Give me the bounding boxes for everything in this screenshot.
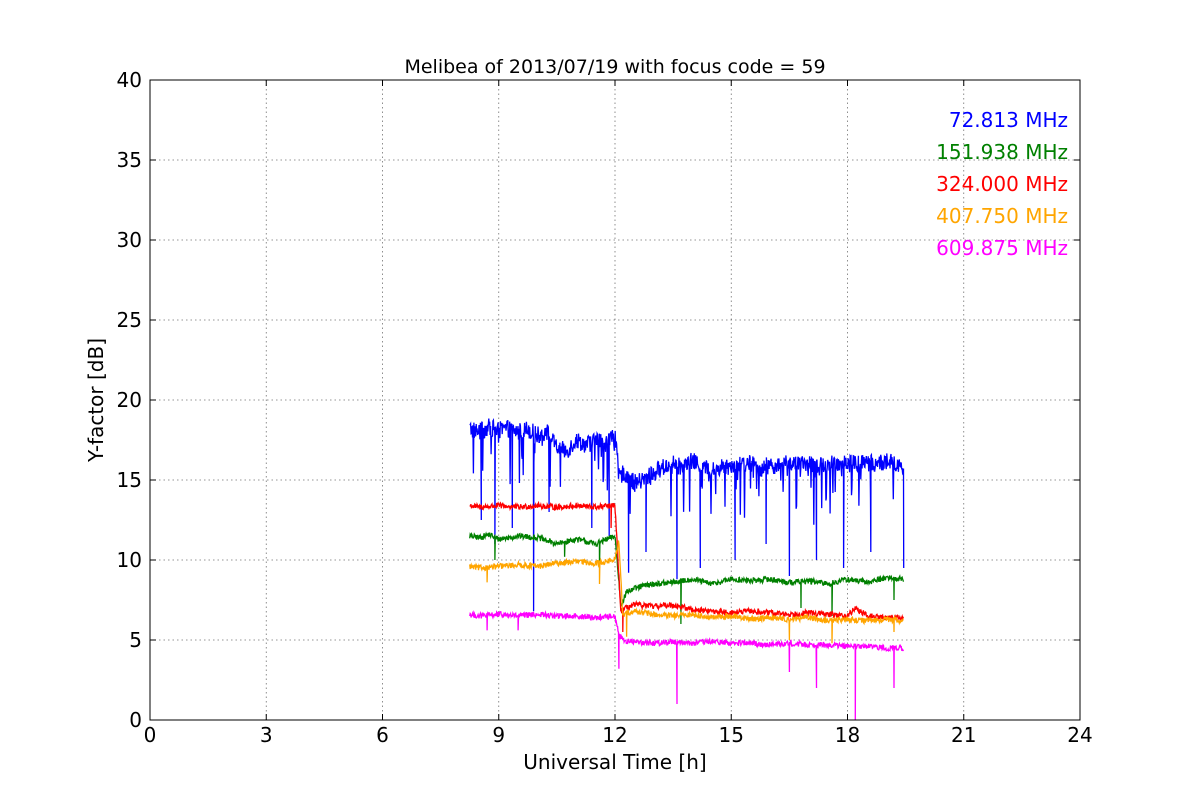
x-tick-label: 21 bbox=[951, 723, 976, 747]
legend: 72.813 MHz 151.938 MHz 324.000 MHz 407.750 … bbox=[936, 108, 1068, 260]
y-tick-label: 5 bbox=[129, 628, 142, 652]
x-tick-label: 15 bbox=[719, 723, 744, 747]
series-3 bbox=[469, 500, 905, 633]
y-tick-label: 30 bbox=[117, 228, 142, 252]
y-tick-label: 20 bbox=[117, 388, 142, 412]
series-2 bbox=[469, 531, 905, 625]
series-1 bbox=[469, 418, 905, 612]
y-tick-label: 40 bbox=[117, 68, 142, 92]
y-tick-label: 15 bbox=[117, 468, 142, 492]
series-line bbox=[469, 610, 905, 721]
chart-title: Melibea of 2013/07/19 with focus code = … bbox=[404, 56, 825, 78]
x-tick-label: 12 bbox=[602, 723, 627, 747]
y-tick-label: 35 bbox=[117, 148, 142, 172]
legend-entry: 151.938 MHz bbox=[936, 140, 1068, 164]
series-5 bbox=[469, 610, 905, 721]
y-tick-label: 0 bbox=[129, 708, 142, 732]
ticks: 0 3 6 9 12 15 18 21 24 0 5 10 15 20 25 30 35 40 bbox=[117, 68, 1093, 747]
series-line bbox=[469, 500, 905, 633]
legend-entry: 407.750 MHz bbox=[936, 204, 1068, 228]
x-tick-label: 18 bbox=[835, 723, 860, 747]
y-axis-label: Y-factor [dB] bbox=[84, 338, 108, 463]
grid bbox=[150, 80, 1080, 720]
x-tick-label: 3 bbox=[260, 723, 273, 747]
legend-entry: 72.813 MHz bbox=[949, 108, 1068, 132]
series-line bbox=[469, 531, 905, 625]
series-layer bbox=[469, 418, 905, 721]
series-line bbox=[469, 418, 905, 612]
legend-entry: 609.875 MHz bbox=[936, 236, 1068, 260]
y-tick-label: 10 bbox=[117, 548, 142, 572]
x-tick-label: 9 bbox=[492, 723, 505, 747]
legend-entry: 324.000 MHz bbox=[936, 172, 1068, 196]
x-tick-label: 6 bbox=[376, 723, 389, 747]
x-axis-label: Universal Time [h] bbox=[523, 750, 706, 774]
y-tick-label: 25 bbox=[117, 308, 142, 332]
x-tick-label: 0 bbox=[144, 723, 157, 747]
series-line bbox=[469, 540, 904, 644]
series-4 bbox=[469, 540, 904, 644]
x-tick-label: 24 bbox=[1067, 723, 1092, 747]
